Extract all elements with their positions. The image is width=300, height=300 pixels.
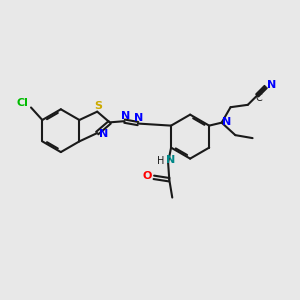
Text: N: N: [222, 117, 231, 127]
Text: S: S: [94, 101, 102, 111]
Text: H: H: [157, 156, 165, 166]
Text: N: N: [98, 129, 108, 139]
Text: N: N: [121, 111, 130, 121]
Text: N: N: [134, 113, 143, 123]
Text: Cl: Cl: [17, 98, 28, 108]
Text: C: C: [256, 93, 262, 103]
Text: N: N: [267, 80, 276, 90]
Text: N: N: [166, 155, 175, 165]
Text: O: O: [142, 171, 152, 181]
